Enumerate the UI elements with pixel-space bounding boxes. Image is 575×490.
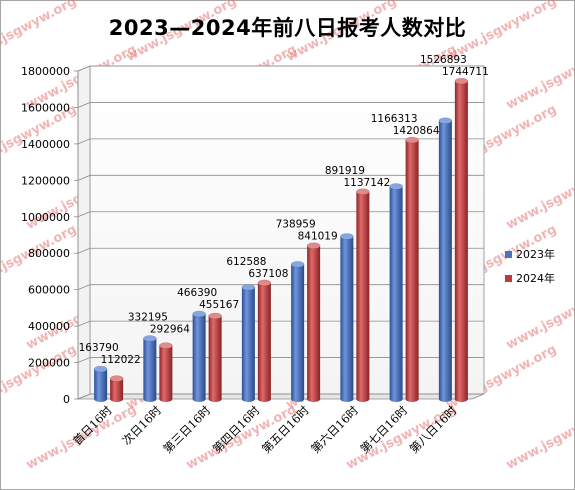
bar-2024 [405,136,419,402]
data-label-2024: 1744711 [442,66,489,78]
bar-2023 [93,365,108,402]
data-label-2024: 455167 [199,299,239,311]
x-tick-label: 第八日16时 [407,403,460,456]
data-label-2023: 891919 [325,165,365,177]
bar-2024 [454,77,469,402]
gridline [77,138,484,145]
x-tick-label: 第四日16时 [210,403,263,456]
data-label-2023: 738959 [276,219,316,231]
y-tick-label: 1800000 [21,65,70,78]
y-tick-label: 200000 [28,357,70,370]
gridline [77,102,484,108]
bar-2024 [356,188,370,402]
x-tick-label: 次日16时 [119,403,164,448]
bar-2023 [143,335,157,402]
data-label-2024: 637108 [248,268,288,280]
legend-swatch-2024 [505,274,512,282]
x-tick-label: 第五日16时 [259,403,312,456]
gridline [77,174,484,181]
bar-2023 [389,183,403,402]
gridline [77,65,484,72]
bar-2023 [340,233,354,402]
legend-label-2024: 2024年 [516,272,555,285]
bar-2023 [438,117,453,402]
x-tick-label: 首日16时 [70,403,115,448]
data-label-2024: 292964 [150,323,190,335]
bar-2024 [257,279,272,402]
plot-floor [77,393,485,400]
data-label-2023: 332195 [128,311,168,323]
y-tick-label: 1200000 [21,174,70,187]
y-tick-label: 800000 [28,247,70,260]
data-label-2023: 612588 [226,256,266,268]
y-tick-label: 0 [63,393,70,406]
bar-2024 [159,342,173,402]
bar-2023 [192,310,206,402]
y-tick-label: 1600000 [21,101,70,114]
bar-2024 [306,242,321,402]
data-label-2024: 112022 [101,354,141,366]
gridline [77,211,484,218]
bar-2023 [241,284,256,402]
data-label-2023: 466390 [177,287,217,299]
data-label-2024: 841019 [298,231,338,243]
data-label-2024: 1420864 [393,125,440,137]
data-label-2023: 1526893 [420,54,467,66]
data-label-2023: 163790 [79,342,119,354]
y-tick-label: 1400000 [21,138,70,151]
x-tick-label: 第六日16时 [308,403,361,456]
y-tick-label: 1000000 [21,211,70,224]
legend-item-2024: 2024年 [505,270,555,286]
x-tick-label: 第三日16时 [160,403,213,456]
x-tick-label: 第七日16时 [357,403,410,456]
legend-swatch-2023 [505,250,512,258]
bar-2023 [290,261,305,402]
bar-2024 [109,375,124,402]
y-tick-label: 600000 [28,284,70,297]
legend-item-2023: 2023年 [505,246,555,262]
chart-title: 2023—2024年前八日报考人数对比 [108,16,467,40]
data-label-2024: 1137142 [343,177,390,189]
y-tick-label: 400000 [28,320,70,333]
legend-label-2023: 2023年 [516,248,555,261]
data-label-2023: 1166313 [371,113,418,125]
bar-2024 [208,312,222,402]
